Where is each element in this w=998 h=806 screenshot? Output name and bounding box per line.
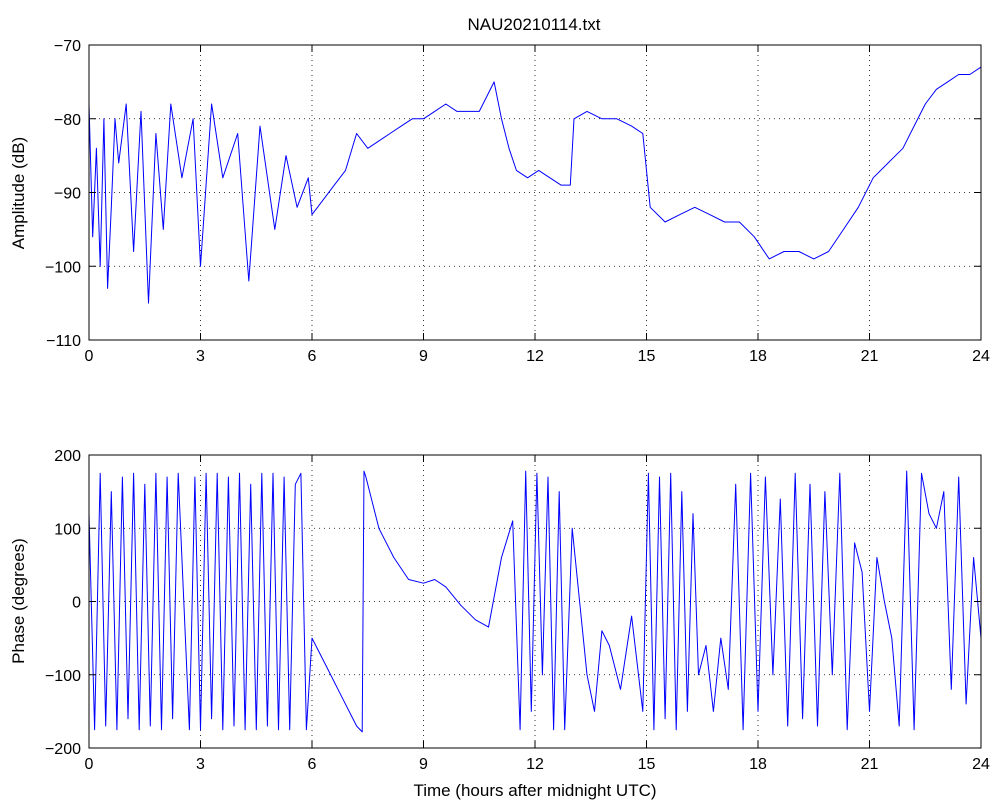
phase-axes: 0 3 6 9 12 15 18 21 24 −200 −100 0 100 200 Phase (deg…: [9, 448, 990, 800]
amplitude-x-tick-label: 21: [861, 348, 879, 365]
phase-y-tick-label: 100: [54, 521, 81, 538]
phase-x-tick-label: 12: [526, 756, 544, 773]
amplitude-y-axis-label: Amplitude (dB): [9, 137, 28, 249]
phase-y-tick-label: 0: [72, 595, 81, 612]
amplitude-y-tick-label: −110: [46, 333, 81, 350]
amplitude-x-tick-label: 9: [419, 348, 428, 365]
amplitude-y-tick-label: −90: [54, 186, 81, 203]
phase-x-tick-label: 15: [638, 756, 656, 773]
phase-y-tick-label: −100: [45, 668, 81, 685]
phase-x-tick-label: 21: [861, 756, 879, 773]
amplitude-y-tick-label: −100: [45, 259, 81, 276]
amplitude-x-tick-label: 6: [308, 348, 317, 365]
phase-y-tick-label: −200: [45, 741, 81, 758]
amplitude-series-line: [88, 66, 982, 304]
amplitude-x-tick-label: 3: [196, 348, 205, 365]
phase-series-line: [88, 470, 982, 733]
amplitude-x-tick-label: 12: [526, 348, 544, 365]
phase-x-tick-label: 9: [419, 756, 428, 773]
amplitude-y-tick-label: −80: [54, 112, 81, 129]
amplitude-x-tick-label: 15: [638, 348, 656, 365]
x-axis-label: Time (hours after midnight UTC): [413, 781, 656, 800]
phase-x-tick-label: 24: [972, 756, 990, 773]
amplitude-y-tick-label: −70: [54, 38, 81, 55]
phase-x-tick-label: 6: [308, 756, 317, 773]
phase-y-tick-label: 200: [54, 448, 81, 465]
amplitude-x-tick-label: 18: [749, 348, 767, 365]
amplitude-x-tick-label: 0: [85, 348, 94, 365]
phase-y-axis-label: Phase (degrees): [9, 538, 28, 664]
amplitude-x-tick-label: 24: [972, 348, 990, 365]
amplitude-axes: 0 3 6 9 12 15 18 21 24 −110 −100 −90 −80 −70 Amplitud…: [9, 38, 990, 365]
phase-x-tick-label: 3: [196, 756, 205, 773]
phase-x-tick-label: 18: [749, 756, 767, 773]
phase-x-tick-label: 0: [85, 756, 94, 773]
chart-title: NAU20210114.txt: [468, 15, 601, 34]
